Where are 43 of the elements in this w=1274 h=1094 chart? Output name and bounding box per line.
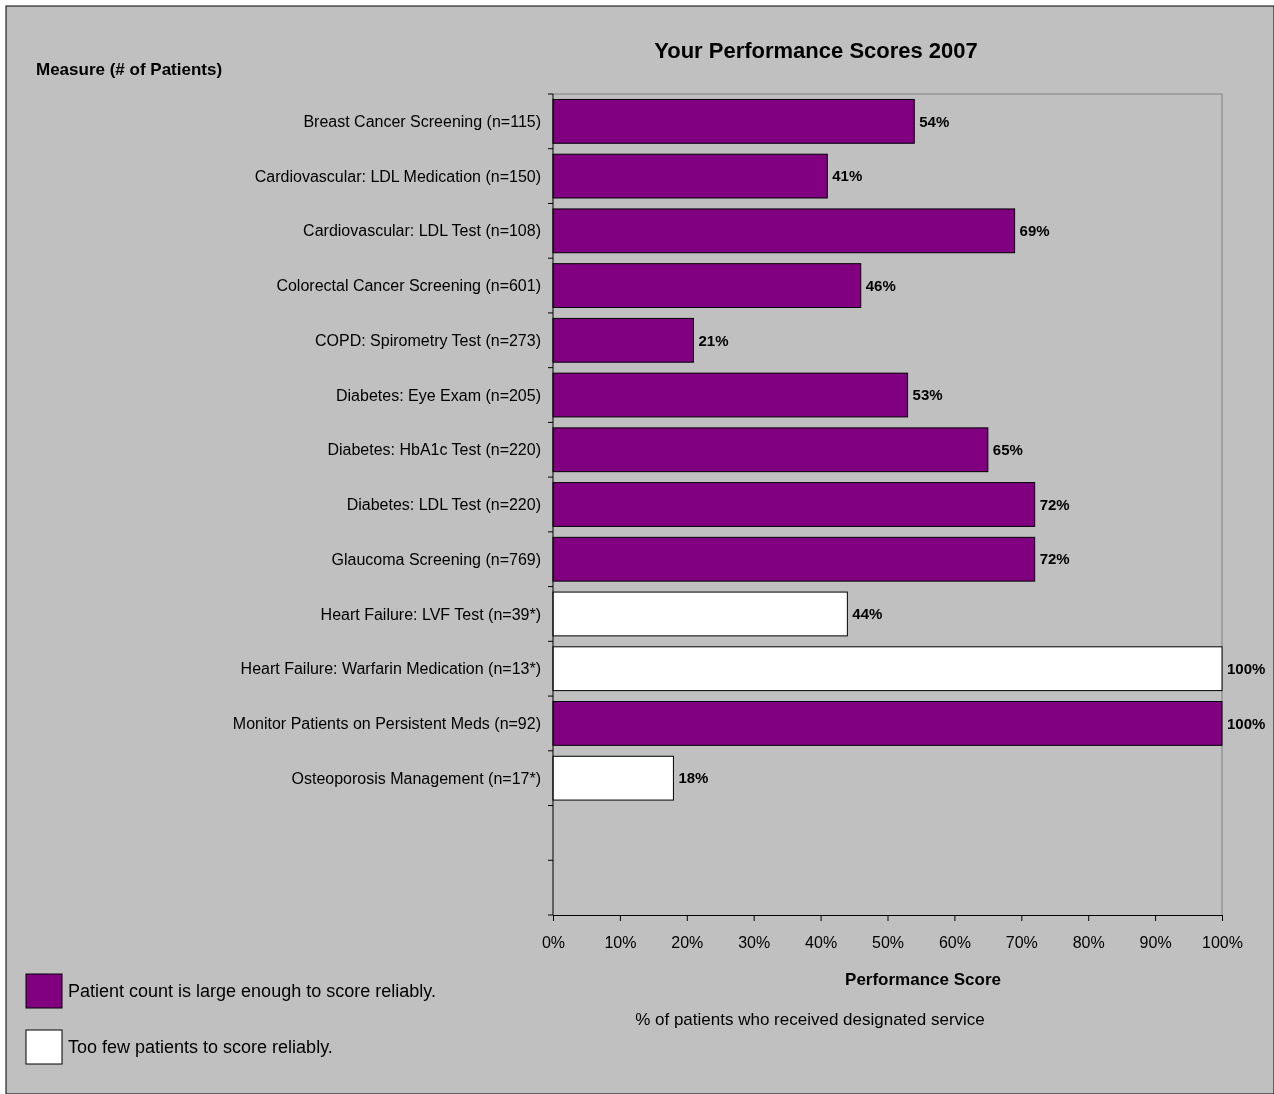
data-label: 53% (912, 386, 943, 404)
data-label: 65% (992, 441, 1023, 459)
y-tick-label: COPD: Spirometry Test (n=273) (314, 331, 541, 349)
data-label: 72% (1039, 495, 1070, 513)
x-tick-label: 60% (938, 934, 971, 951)
data-label: 72% (1039, 550, 1070, 568)
y-tick-label: Cardiovascular: LDL Test (n=108) (303, 222, 541, 240)
data-label: 18% (678, 769, 709, 787)
data-label: 21% (698, 331, 729, 349)
x-axis-title: Performance Score (845, 970, 1001, 989)
y-tick-label: Diabetes: HbA1c Test (n=220) (327, 441, 541, 459)
y-tick-label: Monitor Patients on Persistent Meds (n=92) (232, 715, 541, 733)
y-axis-title: Measure (# of Patients) (36, 60, 223, 79)
text: % of patients who received designated service (635, 1010, 985, 1029)
y-tick-label: Colorectal Cancer Screening (n=601) (276, 277, 541, 295)
x-tick-label: 30% (738, 934, 771, 951)
y-tick-label: Breast Cancer Screening (n=115) (303, 112, 541, 130)
data-label: 46% (865, 276, 896, 294)
y-tick-label: Glaucoma Screening (n=769) (331, 550, 541, 568)
data-label: 100% (1227, 659, 1266, 677)
x-tick-label: 0% (541, 934, 566, 951)
y-tick-label: Heart Failure: LVF Test (n=39*) (320, 605, 541, 623)
y-tick-label: Diabetes: Eye Exam (n=205) (336, 386, 541, 404)
data-label: 69% (1019, 222, 1050, 240)
x-tick-label: 90% (1139, 934, 1172, 951)
x-tick-label: 100% (1202, 934, 1243, 951)
x-tick-label: 20% (671, 934, 704, 951)
data-label: 100% (1227, 714, 1266, 732)
y-tick-label: Diabetes: LDL Test (n=220) (346, 496, 541, 514)
x-tick-label: 50% (871, 934, 905, 951)
x-tick-label: 80% (1072, 934, 1105, 951)
legend-label: Too few patients to score reliably. (68, 1037, 333, 1058)
x-tick-label: 10% (604, 934, 637, 951)
chart-title: Your Performance Scores 2007 (654, 38, 978, 63)
data-label: 41% (832, 167, 863, 185)
data-label: 54% (919, 112, 950, 130)
y-tick-label: Heart Failure: Warfarin Medication (n=13*) (240, 660, 541, 678)
x-tick-label: 40% (805, 934, 838, 951)
x-tick-label: 70% (1005, 934, 1038, 951)
data-label: 44% (852, 605, 883, 623)
legend-label: Patient count is large enough to score reliably. (68, 981, 436, 1002)
y-tick-label: Cardiovascular: LDL Medication (n=150) (254, 167, 541, 185)
y-tick-label: Osteoporosis Management (n=17*) (291, 769, 541, 787)
